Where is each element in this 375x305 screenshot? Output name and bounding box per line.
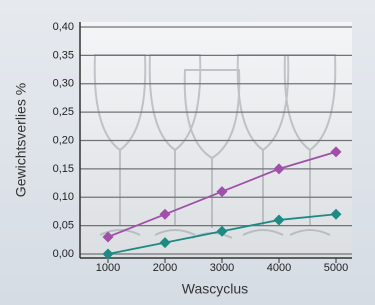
y-tick-label: 0,30: [53, 78, 74, 90]
y-tick-label: 0,00: [53, 248, 74, 260]
chart: Wascyclus Gewichtsverlies % 0,00 0,05 0,10…: [0, 0, 375, 305]
y-tick-label: 0,25: [53, 106, 74, 118]
x-tick-label: 2000: [153, 262, 177, 274]
y-tick-label: 0,15: [53, 163, 74, 175]
x-tick-label: 5000: [324, 262, 348, 274]
x-tick-label: 3000: [210, 262, 234, 274]
x-tick-label: 1000: [96, 262, 120, 274]
x-tick-label: 4000: [267, 262, 291, 274]
y-axis-title: Gewichtsverlies %: [13, 83, 29, 197]
y-tick-label: 0,35: [53, 49, 74, 61]
x-axis-title: Wascyclus: [182, 281, 248, 297]
y-tick-label: 0,05: [53, 220, 74, 232]
y-tick-label: 0,10: [53, 191, 74, 203]
y-tick-label: 0,20: [53, 134, 74, 146]
y-tick-label: 0,40: [53, 21, 74, 33]
